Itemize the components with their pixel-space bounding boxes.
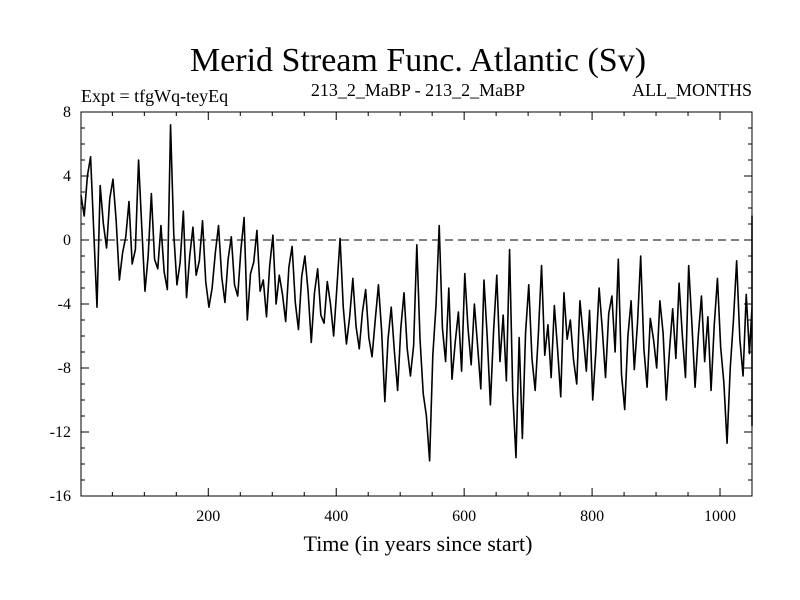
chart-title: Merid Stream Func. Atlantic (Sv) [190, 42, 646, 79]
x-tick-label: 800 [580, 508, 604, 525]
y-tick-label: 0 [63, 232, 71, 249]
y-tick-label: -8 [58, 360, 71, 377]
plot-frame [80, 111, 753, 497]
x-axis-label: Time (in years since start) [304, 531, 533, 556]
y-tick-label: -16 [50, 488, 71, 505]
x-tick-label: 1000 [704, 508, 736, 525]
experiment-label: Expt = tfgWq-teyEq [81, 86, 228, 106]
y-tick-label: -4 [58, 296, 71, 313]
y-tick-label: 8 [63, 104, 71, 121]
y-axis: 8 4 0 -4 -8 -12 -16 [50, 104, 752, 505]
comparison-label: 213_2_MaBP - 213_2_MaBP [311, 80, 525, 100]
x-axis: 200 400 600 800 1000 [111, 112, 753, 525]
series-line [80, 124, 753, 462]
series-layer [80, 124, 753, 462]
y-tick-label: -12 [50, 424, 71, 441]
x-tick-label: 400 [324, 508, 348, 525]
x-tick-label: 200 [196, 508, 220, 525]
x-tick-label: 600 [452, 508, 476, 525]
months-label: ALL_MONTHS [632, 80, 752, 100]
y-tick-label: 4 [63, 168, 71, 185]
